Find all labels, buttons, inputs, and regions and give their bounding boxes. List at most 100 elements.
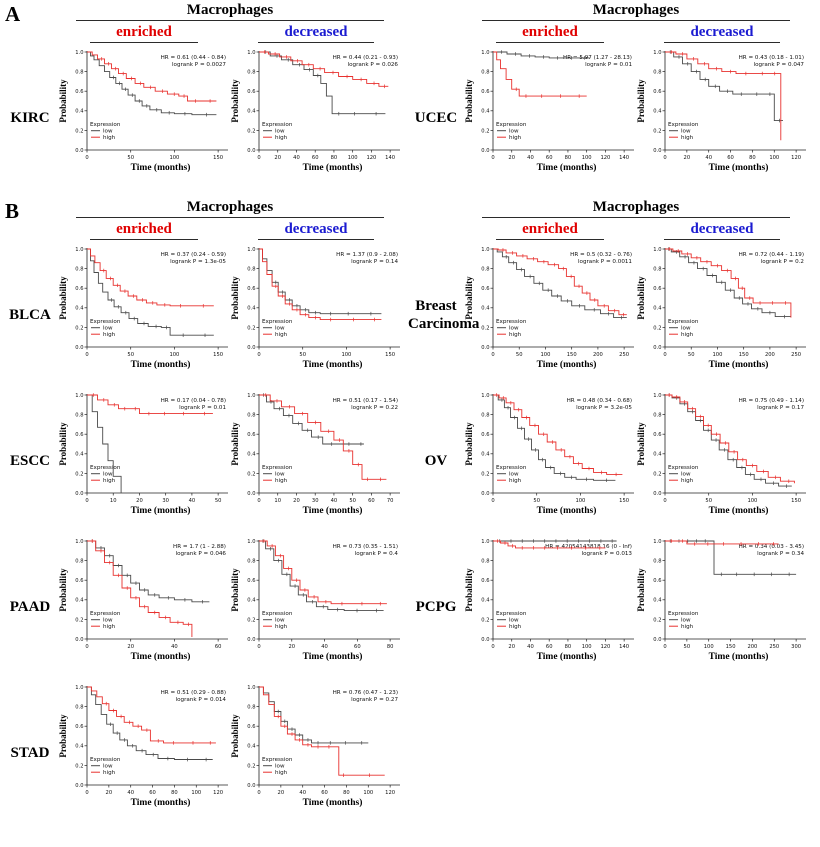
legend-item: low: [275, 326, 285, 332]
legend-item: low: [509, 472, 519, 478]
logrank-text: logrank P = 0.34: [757, 551, 804, 557]
x-axis-label: Time (months): [131, 162, 191, 173]
svg-text:40: 40: [189, 498, 196, 504]
svg-text:40: 40: [127, 790, 134, 796]
x-axis-label: Time (months): [537, 505, 597, 516]
svg-text:80: 80: [565, 644, 572, 650]
svg-text:0.8: 0.8: [75, 559, 83, 565]
x-axis-label: Time (months): [537, 651, 597, 662]
svg-text:70: 70: [387, 498, 394, 504]
svg-text:0.4: 0.4: [75, 109, 84, 115]
km-curve-low: [665, 248, 791, 318]
svg-text:10: 10: [110, 498, 117, 504]
svg-text:150: 150: [726, 644, 736, 650]
km-curve-high: [87, 540, 193, 637]
svg-text:0.0: 0.0: [75, 637, 83, 643]
legend-item: high: [275, 135, 288, 141]
svg-text:0.2: 0.2: [247, 617, 255, 623]
km-curve-high: [493, 540, 606, 549]
svg-text:0.4: 0.4: [481, 306, 490, 312]
logrank-text: logrank P = 0.046: [176, 551, 227, 557]
km-plot-escc-enriched: 0.0 0.2 0.4 0.6 0.8 1.0 0 10 20 30 40 50 Probability…: [58, 389, 230, 534]
y-axis-label: Probability: [464, 79, 474, 123]
svg-text:200: 200: [593, 352, 603, 358]
km-plot-svg: 0.0 0.2 0.4 0.6 0.8 1.0 0 20 40 60 80 100 120 140 Prob…: [464, 50, 634, 173]
svg-text:20: 20: [508, 155, 515, 161]
condition-header-decreased-label: decreased: [664, 24, 780, 43]
svg-text:0: 0: [85, 644, 88, 650]
km-plot-ov-enriched: 0.0 0.2 0.4 0.6 0.8 1.0 0 50 100 150 Probability Ti…: [464, 389, 636, 534]
km-curve-low: [259, 540, 384, 612]
group-title: Macrophages: [76, 199, 384, 218]
hr-text: HR = 0.73 (0.35 - 1.51): [333, 544, 398, 550]
svg-text:0.2: 0.2: [75, 617, 83, 623]
legend-item: low: [509, 129, 519, 135]
svg-text:0.6: 0.6: [75, 89, 83, 95]
km-plot-breast-carcinoma-decreased: 0.0 0.2 0.4 0.6 0.8 1.0 0 50 100 150 200 250 Probabi…: [636, 243, 808, 388]
legend-item: low: [681, 326, 691, 332]
svg-text:0.2: 0.2: [481, 617, 489, 623]
km-curve-high: [493, 248, 627, 316]
svg-text:1.0: 1.0: [247, 393, 255, 399]
x-axis-label: Time (months): [303, 505, 363, 516]
svg-text:80: 80: [387, 644, 394, 650]
svg-text:1.0: 1.0: [653, 247, 661, 253]
km-curve-low: [87, 394, 122, 493]
svg-text:0.8: 0.8: [247, 559, 255, 565]
condition-header-decreased-label: decreased: [258, 24, 374, 43]
panel-b-groups: Macrophages enriched decreased BLCA 0.0 0…: [0, 199, 820, 826]
km-plot-kirc-decreased: 0.0 0.2 0.4 0.6 0.8 1.0 0 20 40 60 80 100 120 140 Prob…: [230, 46, 402, 191]
group-ucec: Macrophages enriched decreased UCEC 0.0 0…: [408, 2, 808, 191]
svg-text:0.8: 0.8: [75, 267, 83, 273]
svg-text:0: 0: [663, 644, 666, 650]
svg-text:50: 50: [127, 352, 134, 358]
group-panel-b-right: Macrophages enriched decreased Breast Ca…: [408, 199, 808, 680]
svg-text:120: 120: [385, 790, 395, 796]
y-axis-label: Probability: [58, 276, 68, 320]
svg-text:0.4: 0.4: [75, 306, 84, 312]
svg-text:0.4: 0.4: [247, 306, 256, 312]
km-curve-high: [665, 540, 779, 545]
km-plot-svg: 0.0 0.2 0.4 0.6 0.8 1.0 0 50 100 150 200 250 300 Prob…: [636, 539, 806, 662]
panel-a-groups: Macrophages enriched decreased KIRC 0.0 0…: [0, 2, 820, 191]
svg-text:50: 50: [215, 498, 222, 504]
svg-text:0.2: 0.2: [247, 763, 255, 769]
y-axis-label: Probability: [636, 422, 646, 466]
legend-item: high: [681, 478, 694, 484]
legend-item: high: [275, 332, 288, 338]
km-plot-svg: 0.0 0.2 0.4 0.6 0.8 1.0 0 20 40 60 80 100 120 140 Prob…: [464, 539, 634, 662]
svg-text:0: 0: [85, 155, 88, 161]
legend-item: low: [681, 472, 691, 478]
svg-text:0.0: 0.0: [247, 345, 255, 351]
legend-title: Expression: [262, 757, 293, 763]
svg-text:0.0: 0.0: [247, 148, 255, 154]
svg-text:100: 100: [169, 155, 179, 161]
svg-text:80: 80: [331, 155, 338, 161]
svg-text:140: 140: [385, 155, 395, 161]
legend-item: low: [681, 618, 691, 624]
svg-text:0.6: 0.6: [75, 432, 83, 438]
km-plot-svg: 0.0 0.2 0.4 0.6 0.8 1.0 0 50 100 150 Probability Ti…: [230, 247, 400, 370]
y-axis-label: Probability: [464, 276, 474, 320]
legend-item: high: [681, 332, 694, 338]
km-plot-ucec-enriched: 0.0 0.2 0.4 0.6 0.8 1.0 0 20 40 60 80 100 120 140 Prob…: [464, 46, 636, 191]
svg-text:0.0: 0.0: [247, 637, 255, 643]
svg-text:0.0: 0.0: [653, 491, 661, 497]
legend-title: Expression: [668, 465, 699, 471]
svg-text:40: 40: [293, 155, 300, 161]
km-plot-svg: 0.0 0.2 0.4 0.6 0.8 1.0 0 50 100 150 Probability Ti…: [636, 393, 806, 516]
svg-text:0.4: 0.4: [481, 598, 490, 604]
svg-text:0.2: 0.2: [247, 471, 255, 477]
hr-text: HR = 5.97 (1.27 - 28.13): [563, 55, 632, 61]
svg-text:0.8: 0.8: [481, 70, 489, 76]
svg-text:0.8: 0.8: [247, 267, 255, 273]
legend-item: low: [275, 618, 285, 624]
svg-text:0.6: 0.6: [75, 578, 83, 584]
legend-item: low: [509, 326, 519, 332]
x-axis-label: Time (months): [537, 162, 597, 173]
km-plot-svg: 0.0 0.2 0.4 0.6 0.8 1.0 0 50 100 150 200 250 Probabi…: [636, 247, 806, 370]
svg-text:0.4: 0.4: [653, 109, 662, 115]
km-curve-low: [665, 394, 792, 487]
legend-item: high: [509, 478, 522, 484]
y-axis-label: Probability: [636, 79, 646, 123]
